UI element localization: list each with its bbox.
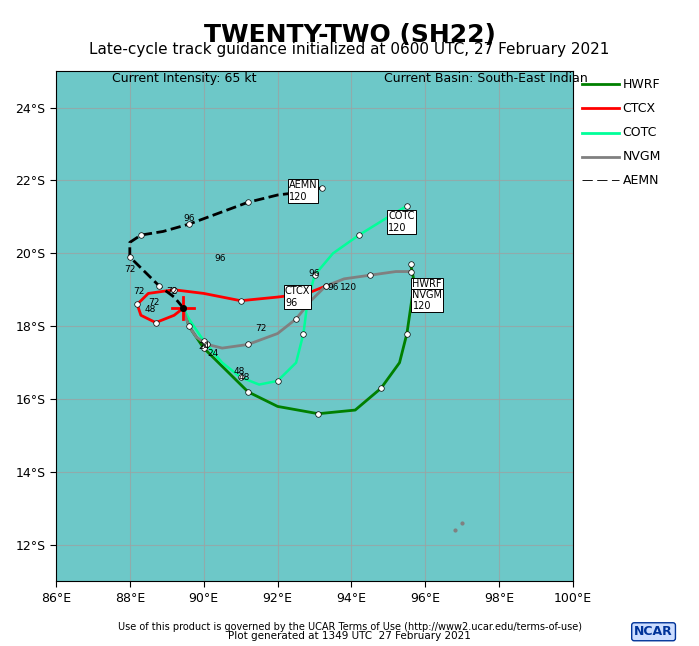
Text: 24: 24 — [208, 349, 219, 358]
Text: Late-cycle track guidance initialized at 0600 UTC, 27 February 2021: Late-cycle track guidance initialized at… — [89, 42, 610, 57]
Text: 96: 96 — [309, 269, 320, 278]
Text: COTC: COTC — [623, 126, 657, 139]
Text: 96: 96 — [327, 284, 339, 293]
Text: 72: 72 — [166, 287, 178, 296]
Text: 72: 72 — [148, 298, 159, 307]
Text: AEMN
120: AEMN 120 — [289, 180, 317, 202]
Text: Use of this product is governed by the UCAR Terms of Use (http://www2.ucar.edu/t: Use of this product is governed by the U… — [117, 622, 582, 632]
Text: CTCX: CTCX — [623, 102, 656, 115]
Text: HWRF
120: HWRF 120 — [412, 279, 442, 300]
Text: 96: 96 — [215, 255, 226, 264]
Text: AEMN: AEMN — [623, 174, 659, 187]
Text: 72: 72 — [134, 287, 145, 296]
Text: 48: 48 — [145, 306, 156, 315]
Text: HWRF: HWRF — [623, 78, 661, 90]
Text: TWENTY-TWO (SH22): TWENTY-TWO (SH22) — [203, 23, 496, 47]
Text: NCAR: NCAR — [634, 625, 673, 638]
Text: 120: 120 — [340, 284, 357, 293]
Text: Current Intensity: 65 kt: Current Intensity: 65 kt — [112, 72, 257, 85]
Text: 48: 48 — [238, 373, 250, 382]
Text: 72: 72 — [124, 266, 136, 275]
Text: NVGM: NVGM — [623, 151, 661, 163]
Text: Current Basin: South-East Indian: Current Basin: South-East Indian — [384, 72, 588, 85]
Text: 48: 48 — [233, 368, 245, 377]
Text: 24: 24 — [198, 342, 209, 351]
Text: CTCX
96: CTCX 96 — [285, 286, 310, 307]
Text: Plot generated at 1349 UTC  27 February 2021: Plot generated at 1349 UTC 27 February 2… — [228, 631, 471, 641]
Text: 96: 96 — [183, 214, 195, 224]
Text: NVGM
120: NVGM 120 — [412, 290, 442, 311]
Text: COTC
120: COTC 120 — [389, 211, 415, 233]
Text: 72: 72 — [255, 324, 266, 333]
